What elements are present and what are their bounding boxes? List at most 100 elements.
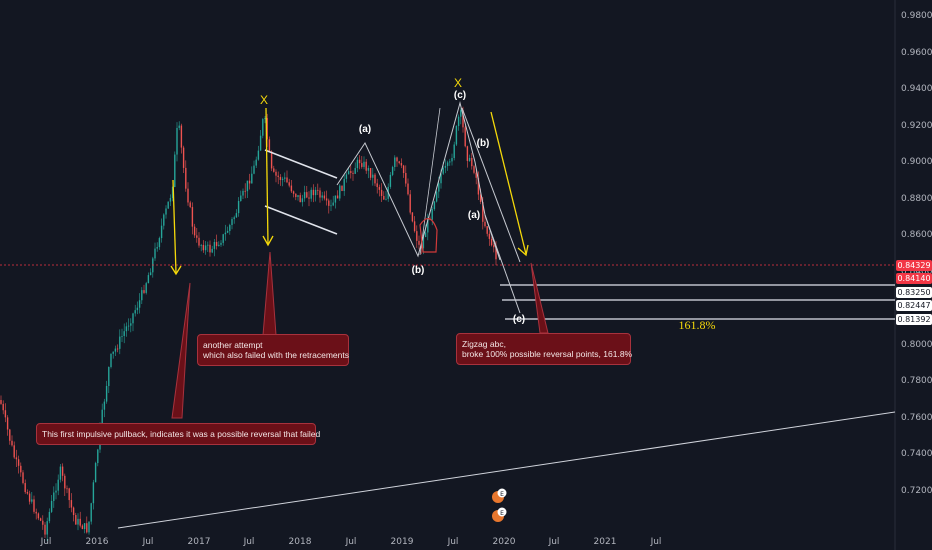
candle-body	[9, 429, 11, 441]
candle-body	[259, 135, 262, 151]
candle-body	[466, 146, 469, 161]
channel-lower-line[interactable]	[264, 205, 338, 235]
candle-body	[233, 217, 235, 220]
candle-body	[105, 385, 108, 402]
wave-line-2[interactable]	[461, 107, 521, 263]
x-tick-label: 2016	[86, 537, 109, 547]
callout-pointer-1	[171, 282, 191, 419]
candle-body	[376, 183, 378, 188]
candle-body	[79, 518, 81, 526]
candle-body	[187, 188, 189, 203]
candle-body	[292, 191, 295, 194]
candle-body	[28, 493, 31, 502]
wave-label-a1: (a)	[359, 124, 371, 135]
candle-body	[204, 245, 207, 251]
candle-body	[68, 488, 70, 501]
candle-body	[427, 218, 429, 233]
candle-body	[35, 511, 37, 514]
candle-body	[189, 202, 191, 208]
price-tag-1: 0.84140	[896, 273, 932, 284]
candle-body	[400, 163, 403, 166]
note-another-attempt[interactable]: another attempt which also failed with t…	[197, 334, 349, 366]
note-another-attempt-line-2: which also failed with the retracements	[203, 350, 349, 360]
candle-body	[31, 499, 33, 502]
x-tick-label: Jul	[447, 537, 459, 547]
candle-body	[121, 335, 123, 337]
candle-body	[53, 492, 55, 501]
candle-body	[383, 195, 385, 200]
candle-body	[94, 463, 97, 483]
candle-body	[160, 225, 163, 239]
candle-body	[347, 171, 350, 175]
candle-body	[367, 167, 370, 171]
wave-line-3[interactable]	[484, 214, 521, 314]
event-badge-2[interactable]: E	[492, 507, 507, 523]
candle-body	[86, 523, 88, 533]
candle-body	[444, 165, 447, 168]
note-zigzag[interactable]: Zigzag abc, broke 100% possible reversal…	[456, 333, 632, 365]
candle-body	[59, 466, 62, 480]
y-tick-label: 0.72000	[901, 486, 932, 496]
candle-body	[42, 520, 44, 525]
candle-body	[83, 523, 86, 529]
candle-body	[163, 214, 165, 226]
candle-body	[284, 177, 286, 179]
candle-body	[477, 177, 480, 195]
candle-body	[127, 325, 130, 327]
candle-body	[253, 165, 255, 174]
candle-body	[132, 313, 134, 324]
candle-body	[330, 205, 332, 207]
candle-body	[180, 125, 183, 148]
candle-body	[266, 118, 268, 140]
candle-body	[191, 207, 194, 227]
candle-body	[145, 283, 147, 293]
candle-body	[352, 172, 354, 174]
candle-body	[4, 410, 7, 418]
candle-body	[321, 195, 323, 198]
trend-line[interactable]	[117, 411, 896, 529]
x-tick-label: Jul	[243, 537, 255, 547]
candle-body	[119, 336, 121, 349]
candle-body	[396, 157, 398, 162]
candle-body	[130, 323, 132, 326]
candle-body	[394, 157, 396, 168]
candle-body	[455, 126, 458, 145]
candle-body	[332, 202, 334, 206]
candle-body	[325, 198, 328, 201]
candle-body	[279, 176, 282, 180]
note-first-pullback[interactable]: This first impulsive pullback, indicates…	[36, 423, 320, 445]
arrow-3	[490, 111, 529, 257]
candle-body	[299, 195, 301, 203]
candle-body	[484, 221, 486, 227]
time-axis[interactable]: Jul 2016 Jul 2017 Jul 2018 Jul 2019 Jul 2020 Jul 20…	[40, 537, 662, 547]
event-badge-1[interactable]: E	[492, 488, 507, 504]
x-tick-label: Jul	[345, 537, 357, 547]
event-badge-2-text: E	[500, 510, 504, 517]
candle-body	[33, 499, 35, 512]
candle-body	[308, 197, 310, 199]
candle-body	[141, 290, 143, 301]
candle-body	[453, 144, 455, 159]
candle-body	[431, 209, 433, 220]
candle-body	[229, 225, 231, 231]
candle-body	[449, 161, 451, 163]
candle-body	[378, 187, 381, 190]
candle-body	[200, 244, 202, 246]
candle-body	[345, 174, 348, 179]
channel-upper-line[interactable]	[264, 149, 338, 179]
candle-body	[24, 483, 26, 493]
price-tag-2: 0.83250	[896, 287, 932, 298]
candle-body	[244, 190, 246, 192]
candle-body	[237, 201, 240, 214]
candlestick-series	[0, 106, 497, 542]
candle-body	[123, 331, 125, 336]
candle-body	[251, 173, 253, 184]
